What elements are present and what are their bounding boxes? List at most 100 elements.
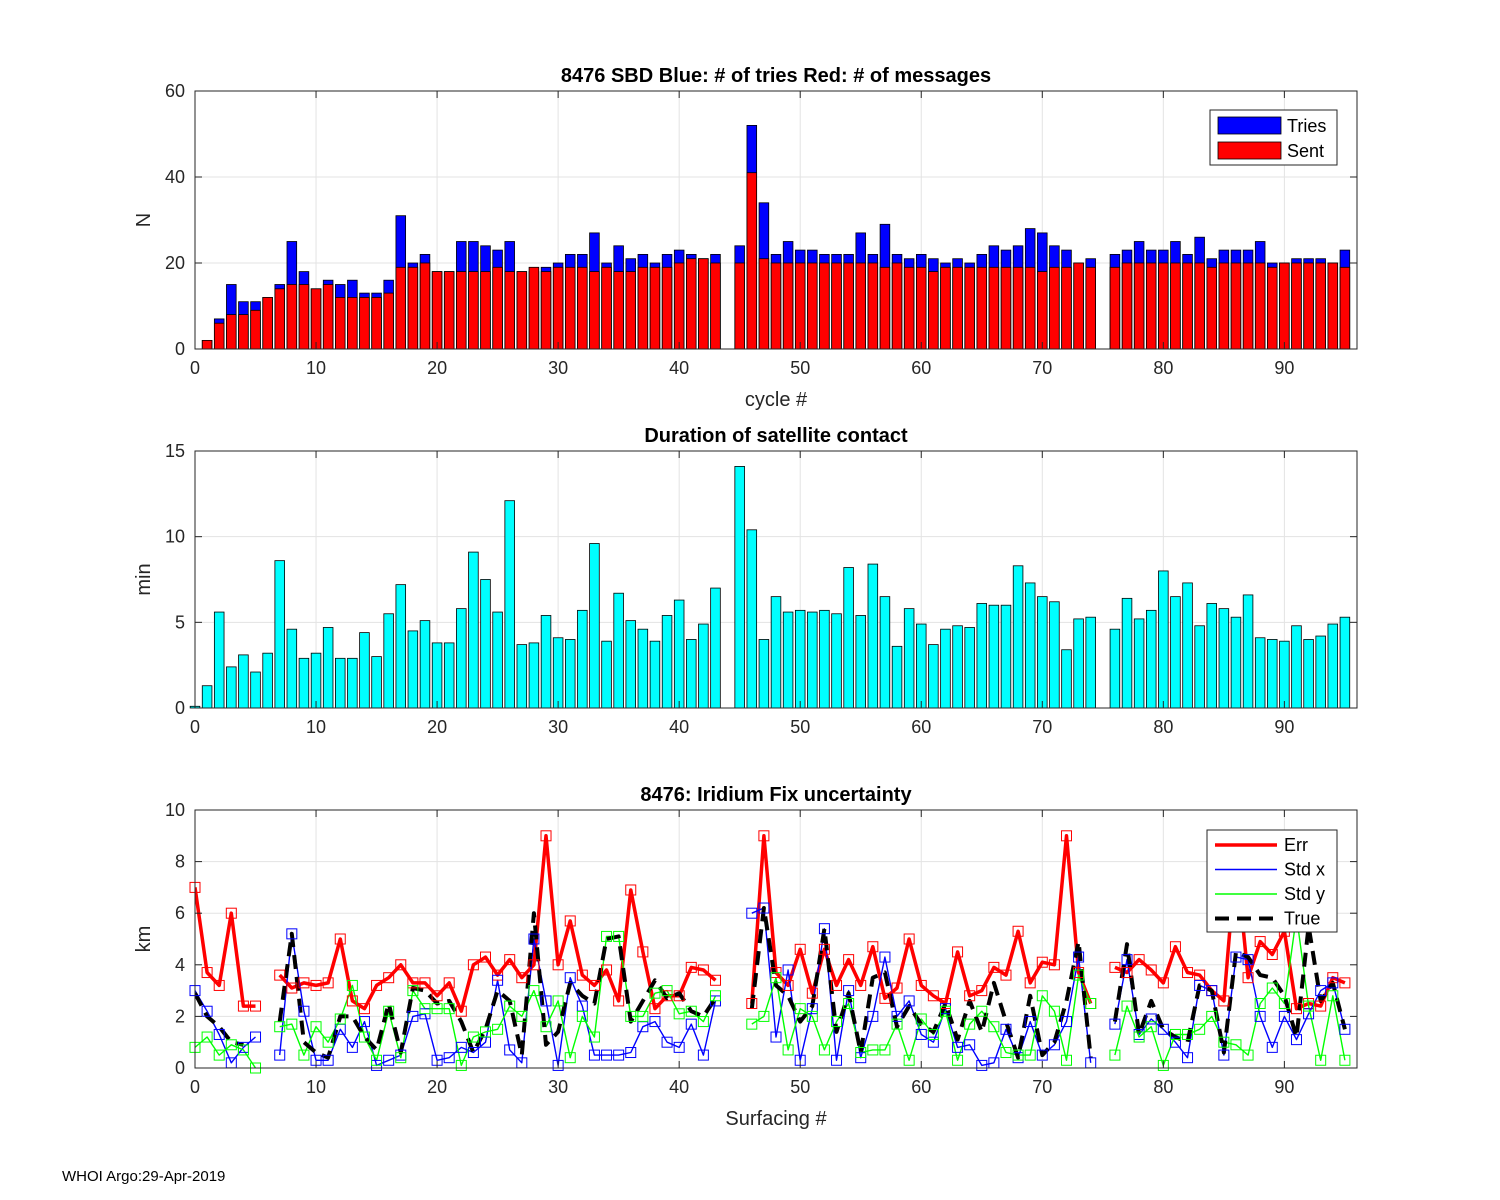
bar-sent (952, 266, 963, 350)
data-marker (1145, 1021, 1157, 1033)
data-marker (1048, 1005, 1060, 1017)
bar-sent (686, 258, 697, 350)
data-marker (250, 1000, 262, 1012)
bar-duration (879, 596, 891, 709)
data-marker (1182, 1052, 1194, 1064)
bar-duration (1267, 639, 1278, 709)
bar-sent (855, 262, 866, 350)
x-tick-label: 40 (669, 1077, 689, 1097)
data-marker (1133, 954, 1145, 966)
series-line (277, 911, 718, 1060)
data-marker (564, 972, 576, 984)
bar-sent (480, 271, 491, 350)
data-marker (806, 1003, 818, 1015)
bar-duration (794, 609, 806, 709)
data-marker (492, 1023, 504, 1035)
bar-sent (564, 266, 576, 350)
bar-sent (1315, 262, 1326, 350)
data-marker (588, 1049, 600, 1061)
data-marker (564, 1052, 576, 1064)
data-marker (976, 1059, 988, 1071)
data-marker (564, 915, 576, 927)
data-marker (843, 985, 855, 997)
data-marker (1109, 1049, 1121, 1061)
data-marker (1145, 964, 1157, 976)
data-marker (286, 928, 298, 940)
bar-duration (201, 685, 213, 709)
data-marker (673, 990, 685, 1002)
x-tick-label: 20 (427, 717, 447, 737)
bar-duration (1339, 616, 1351, 709)
bar-sent (492, 266, 503, 350)
axes-frame (194, 90, 1358, 350)
bar-sent (916, 266, 927, 350)
data-marker (637, 946, 649, 958)
bar-duration (298, 657, 310, 709)
data-marker (601, 1049, 613, 1061)
data-marker (709, 974, 721, 986)
bar-duration (952, 625, 963, 709)
data-marker (528, 959, 540, 971)
data-marker (818, 923, 830, 935)
bar-sent (298, 284, 310, 350)
data-marker (661, 1036, 673, 1048)
data-marker (1266, 948, 1278, 960)
bar-sent (1109, 266, 1121, 350)
bar-duration (286, 628, 298, 709)
data-marker (1085, 998, 1097, 1009)
data-marker (455, 1059, 467, 1071)
data-marker (213, 1028, 225, 1040)
bar-sent (577, 266, 588, 350)
data-marker (310, 1021, 322, 1033)
data-marker (201, 1005, 213, 1017)
x-tick-label: 30 (548, 1077, 568, 1097)
x-tick-label: 20 (427, 1077, 447, 1097)
bar-duration (855, 615, 866, 709)
bar-duration (819, 609, 830, 709)
bar-sent (673, 262, 685, 350)
data-marker (818, 943, 830, 955)
data-marker (1012, 925, 1024, 937)
bar-duration (1291, 625, 1302, 709)
data-marker (903, 995, 915, 1007)
data-marker (649, 1003, 661, 1015)
bar-sent (383, 292, 394, 350)
bar-duration (577, 609, 588, 709)
data-marker (1242, 1049, 1254, 1061)
y-tick-label: 8 (175, 852, 185, 872)
bar-duration (504, 500, 515, 709)
data-marker (540, 1021, 552, 1033)
data-marker (1061, 830, 1072, 842)
data-marker (274, 1021, 286, 1033)
bar-duration (540, 615, 552, 709)
bar-duration (322, 627, 334, 709)
data-marker (879, 951, 891, 963)
data-marker (1254, 1010, 1266, 1022)
bar-duration (673, 599, 685, 709)
data-marker (1036, 956, 1048, 968)
bar-sent (879, 266, 891, 350)
bar-sent (1158, 262, 1169, 350)
bar-sent (274, 288, 285, 350)
data-marker (1206, 1010, 1218, 1022)
data-marker (1012, 1049, 1024, 1061)
bar-duration (649, 640, 661, 709)
bar-duration (480, 579, 491, 709)
bar-duration (1145, 609, 1157, 709)
data-marker (588, 979, 600, 991)
data-marker (1000, 969, 1012, 981)
bar-sent (1049, 266, 1060, 350)
bar-sent (395, 266, 407, 350)
data-marker (322, 1054, 334, 1066)
data-marker (225, 1039, 237, 1051)
x-tick-label: 10 (306, 1077, 326, 1097)
bar-duration (238, 654, 249, 709)
x-axis-label: Surfacing # (725, 1108, 827, 1130)
data-marker (782, 964, 794, 976)
bar-sent (758, 258, 770, 350)
data-marker (770, 1031, 782, 1043)
bar-duration (407, 630, 419, 709)
data-marker (1000, 1023, 1012, 1035)
legend: Tries Sent (1209, 109, 1338, 166)
bar-duration (613, 592, 624, 709)
